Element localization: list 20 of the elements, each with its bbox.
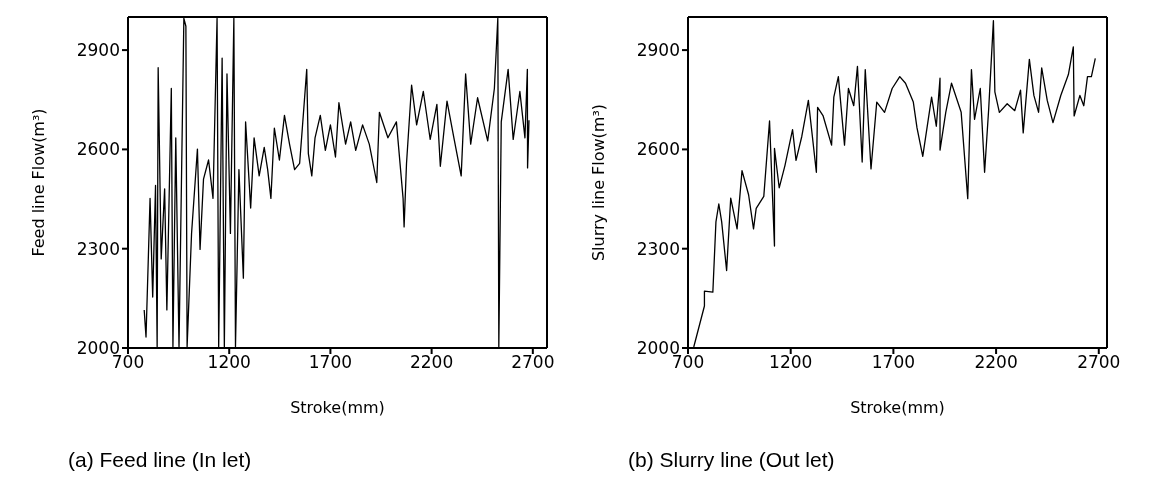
x-axis-title: Stroke(mm) [290,398,385,417]
text: (a) Feed line (In let) [68,448,252,472]
y-tick-label: 2600 [636,139,680,160]
x-tick-label: 1700 [308,352,353,373]
x-tick-label: 1700 [871,352,916,373]
x-tick-label: 1200 [769,352,813,373]
x-tick-label: 2200 [409,352,454,373]
x-tick-label: 2700 [1077,352,1121,373]
y-tick-label: 2600 [76,139,120,160]
text: (b) Slurry line (Out let) [628,448,835,472]
y-tick-label: 2300 [636,238,680,259]
x-axis-title: Stroke(mm) [850,398,945,417]
y-axis-title: Feed line Flow(m³) [28,108,48,257]
y-tick-label: 2300 [76,238,120,259]
x-tick-label: 2200 [974,352,1018,373]
y-tick-label: 2900 [76,40,120,61]
x-tick-label: 2700 [511,352,555,373]
x-tick-label: 1200 [207,352,251,373]
y-axis-title: Slurry line Flow(m³) [588,103,608,262]
y-tick-label: 2900 [636,40,680,61]
